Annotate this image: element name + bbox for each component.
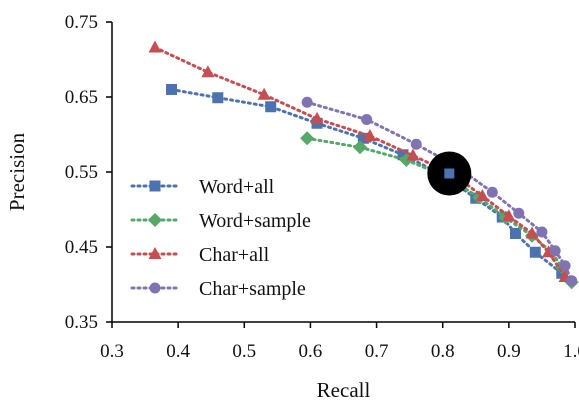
series-4 xyxy=(301,96,578,287)
x-tick-label: 0.4 xyxy=(166,341,190,362)
data-point xyxy=(529,246,541,258)
data-point xyxy=(301,96,313,108)
legend-marker xyxy=(148,247,162,259)
data-point xyxy=(410,138,422,150)
legend-marker xyxy=(148,213,162,227)
x-axis-title: Recall xyxy=(317,378,371,402)
data-point xyxy=(536,226,548,238)
data-point xyxy=(212,92,224,104)
series-line xyxy=(153,46,567,279)
data-point xyxy=(148,40,162,53)
x-tick-label: 0.7 xyxy=(365,341,389,362)
legend-label: Char+all xyxy=(199,244,270,266)
data-point xyxy=(566,275,578,287)
data-point xyxy=(166,84,178,95)
x-tick-label: 0.6 xyxy=(299,341,323,362)
legend-item: Word+all xyxy=(130,176,275,198)
y-axis-title: Precision xyxy=(5,132,29,211)
data-point xyxy=(353,140,368,155)
data-point xyxy=(363,129,377,141)
axes: 0.3 0.4 0.5 0.6 0.7 0.8 0.9 1.0 0.35 0.45 0.55 0.65… xyxy=(65,12,579,362)
data-point xyxy=(549,245,561,257)
data-point xyxy=(525,226,539,239)
y-tick-label: 0.35 xyxy=(65,312,98,333)
legend-label: Word+sample xyxy=(199,210,311,232)
data-point xyxy=(486,186,498,198)
x-tick-label: 0.5 xyxy=(232,341,256,362)
x-tick-label: 0.8 xyxy=(431,341,455,362)
data-point xyxy=(361,114,373,125)
data-point xyxy=(310,111,324,124)
data-point xyxy=(201,65,215,78)
data-point xyxy=(509,228,521,239)
x-tick-label: 0.9 xyxy=(497,341,521,362)
legend-marker xyxy=(149,180,161,192)
data-point xyxy=(300,131,315,146)
highlight-marker xyxy=(444,168,455,179)
plot-area xyxy=(148,40,579,290)
data-point xyxy=(559,260,571,272)
data-point xyxy=(257,87,271,100)
y-tick-label: 0.65 xyxy=(65,87,98,108)
legend-label: Word+all xyxy=(199,176,275,198)
y-tick-label: 0.75 xyxy=(65,12,98,33)
series-line xyxy=(305,100,574,283)
series-line xyxy=(305,136,574,284)
legend-item: Char+all xyxy=(130,244,270,266)
y-tick-label: 0.45 xyxy=(65,237,98,258)
data-point xyxy=(475,189,489,201)
legend-item: Char+sample xyxy=(130,278,306,300)
legend: Word+all Word+sample Char+all Char+sample xyxy=(130,176,311,300)
data-point xyxy=(357,132,369,144)
legend-item: Word+sample xyxy=(130,210,311,232)
data-point xyxy=(397,149,409,161)
legend-marker xyxy=(149,282,161,294)
data-point xyxy=(502,209,516,222)
x-tick-label: 0.3 xyxy=(100,341,124,362)
data-point xyxy=(265,101,277,113)
data-point xyxy=(406,148,420,161)
data-point xyxy=(513,207,525,219)
y-tick-label: 0.55 xyxy=(65,162,98,183)
legend-label: Char+sample xyxy=(199,278,306,300)
x-tick-label: 1.0 xyxy=(563,341,579,362)
